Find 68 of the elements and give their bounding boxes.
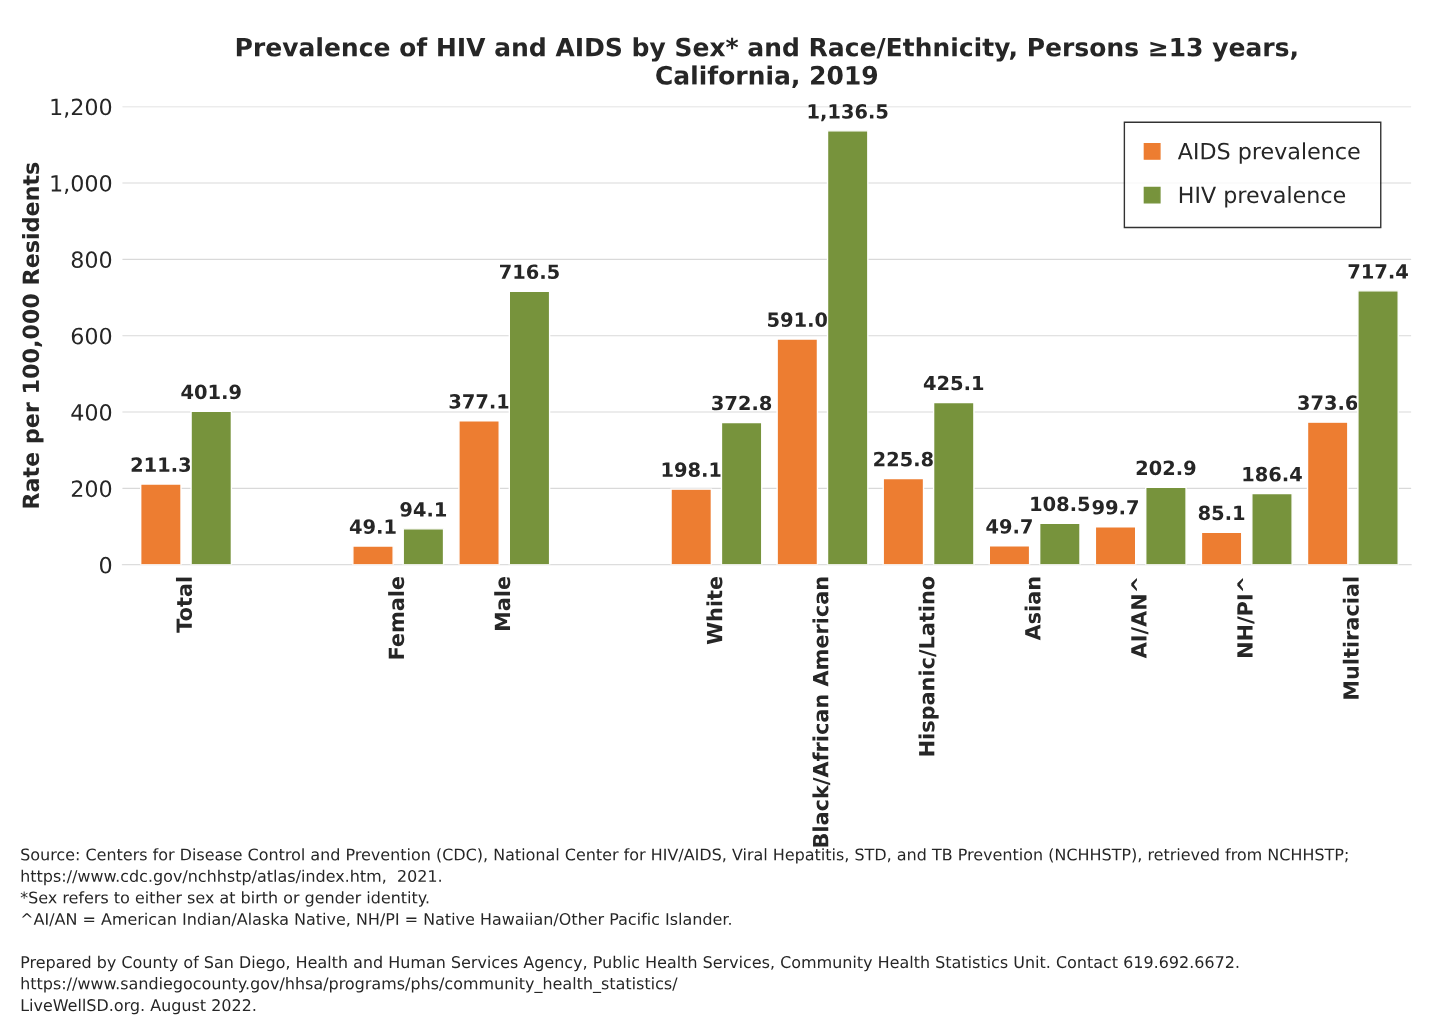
bar (1038, 522, 1081, 565)
source-note: Source: Centers for Disease Control and Prevention (CDC), National Center for HIV/AIDS, Viral Hepatitis, STD, and TB Prevention (NCHHSTP), retrieved from NCHHSTP; (21, 848, 1348, 864)
bar (140, 483, 182, 565)
data-label: 108.5 (1031, 496, 1090, 512)
data-label: 591.0 (768, 312, 828, 328)
y-tick-label: 1,000 (51, 174, 112, 194)
bar (458, 420, 500, 565)
y-axis-title: Rate per 100,000 Residents (22, 162, 44, 508)
data-label: 211.3 (131, 457, 191, 472)
data-label: 401.9 (181, 384, 241, 400)
x-tick-label: Female (388, 576, 405, 659)
legend-label: HIV prevalence (1179, 186, 1346, 208)
text: https://www.cdc.gov/nchhstp/atlas/index.htm, 2021. (21, 869, 441, 886)
x-tick-label: White (706, 576, 723, 645)
data-label: 202.9 (1136, 460, 1196, 476)
x-tick-label: Hispanic/Latino (918, 576, 939, 756)
data-label: 198.1 (662, 462, 721, 478)
bar (670, 488, 713, 565)
bar (988, 545, 1031, 565)
y-tick-label: 600 (71, 327, 112, 345)
x-tick-label: Total (175, 577, 193, 633)
x-tick-label: Male (494, 576, 511, 631)
y-tick-label: 0 (100, 556, 112, 574)
bar (826, 130, 869, 565)
bar (882, 477, 925, 565)
y-tick-label: 200 (71, 480, 112, 498)
bar (1145, 486, 1187, 565)
data-label: 99.7 (1092, 499, 1138, 515)
data-label: 372.8 (712, 395, 772, 411)
bar (776, 338, 819, 565)
data-label: 94.1 (400, 502, 447, 517)
bar (932, 401, 975, 565)
bar (720, 421, 763, 565)
y-tick-label: 1,200 (51, 98, 112, 118)
data-label: 425.1 (923, 375, 984, 391)
x-tick-label: NH/PI^ (1237, 577, 1255, 657)
x-tick-label: AI/AN^ (1131, 577, 1149, 659)
bar (1357, 290, 1399, 565)
bar (1306, 421, 1349, 565)
data-label: 225.8 (874, 451, 933, 467)
y-tick-label: 800 (71, 251, 112, 269)
x-tick-label: Black/African American (812, 577, 831, 847)
bar (1094, 526, 1137, 565)
data-label: 49.7 (986, 519, 1032, 534)
bar (190, 410, 233, 565)
bar (508, 290, 551, 565)
chart-title: Prevalence of HIV and AIDS by Sex* and Race/Ethnicity, Persons ≥13 years, California, 2019 (236, 37, 1297, 88)
x-tick-label: Multiracial (1342, 577, 1359, 699)
data-label: 85.1 (1198, 505, 1245, 521)
text: https://www.sandiegocounty.gov/hhsa/programs/phs/community_health_statistics/ (21, 977, 678, 993)
bar (402, 528, 445, 565)
text: ^AI/AN = American Indian/Alaska Native, NH/PI = Native Hawaiian/Other Pacific Islander. (21, 912, 731, 927)
data-label: 1,136.5 (808, 104, 888, 122)
bar (1200, 531, 1243, 565)
text: *Sex refers to either sex at birth or gender identity. (20, 891, 429, 907)
data-label: 377.1 (449, 393, 509, 409)
x-tick-label: Asian (1024, 577, 1041, 641)
data-label: 373.6 (1298, 395, 1358, 411)
y-tick-label: 400 (71, 404, 112, 421)
bar (1251, 492, 1293, 565)
data-label: 717.4 (1348, 264, 1408, 279)
text: LiveWellSD.org. August 2022. (21, 998, 256, 1015)
data-label: 49.1 (349, 519, 396, 534)
data-label: 716.5 (500, 264, 559, 280)
bar (352, 545, 394, 565)
data-label: 186.4 (1243, 466, 1302, 482)
legend-label: AIDS prevalence (1177, 142, 1360, 164)
text: Prepared by County of San Diego, Health and Human Services Agency, Public Health Services, Community Health Statistics Unit. Contact 619.692.6672. (21, 955, 1239, 972)
